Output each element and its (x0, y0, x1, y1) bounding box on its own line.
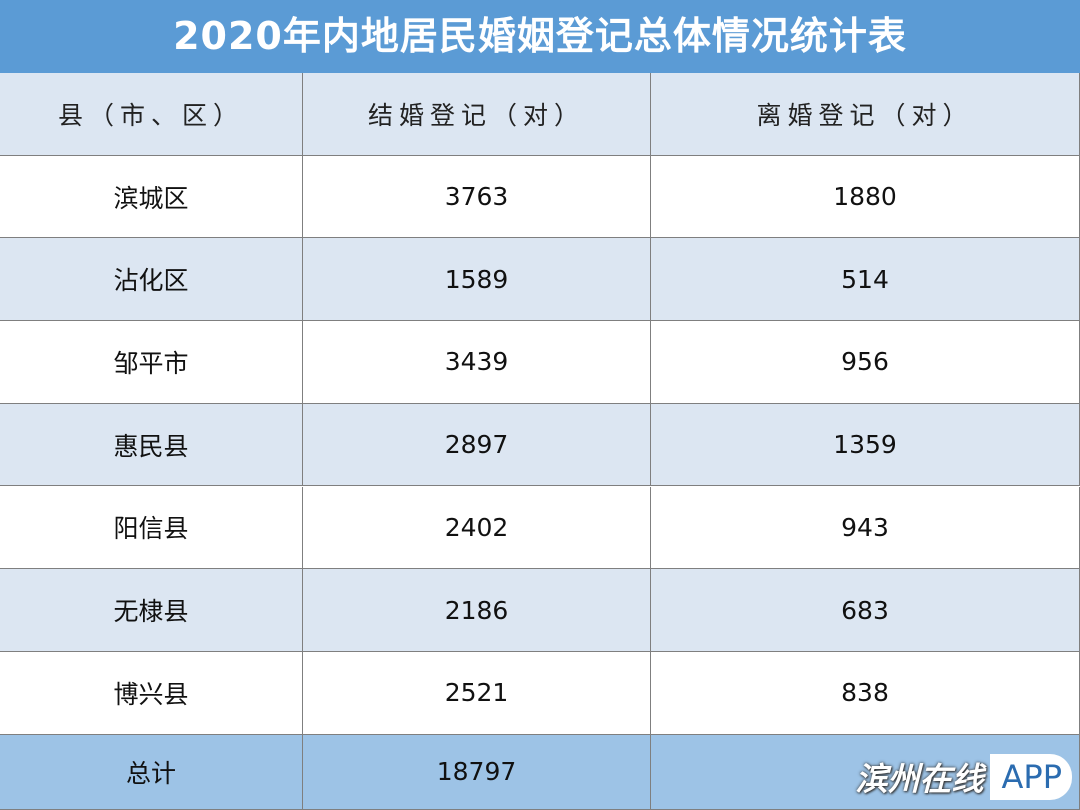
table-cell: 阳信县 (0, 486, 303, 570)
table-cell: 1359 (651, 403, 1080, 487)
table-cell: 956 (651, 321, 1080, 404)
table-cell: 惠民县 (0, 403, 303, 487)
table-title: 2020年内地居民婚姻登记总体情况统计表 (0, 0, 1080, 73)
watermark-suffix: APP (989, 754, 1072, 800)
table-cell: 683 (651, 569, 1080, 652)
table-cell: 2897 (303, 403, 651, 487)
header-cell: 结婚登记（对） (303, 73, 651, 156)
table-cell: 943 (651, 486, 1080, 570)
header-cell: 离婚登记（对） (651, 73, 1080, 156)
table-cell: 2186 (303, 569, 651, 652)
table-cell: 沾化区 (0, 238, 303, 322)
table-cell: 3763 (303, 155, 651, 239)
total-cell: 总计 (0, 734, 303, 810)
watermark-brand: 滨州在线 (855, 760, 984, 798)
table-cell: 2402 (303, 486, 651, 570)
table-cell: 1589 (303, 238, 651, 322)
table-cell: 514 (651, 238, 1080, 322)
table-cell: 博兴县 (0, 651, 303, 735)
table-cell: 1880 (651, 155, 1080, 239)
header-cell: 县（市、区） (0, 73, 303, 156)
total-cell: 18797 (303, 734, 651, 810)
table-cell: 3439 (303, 321, 651, 404)
table-cell: 838 (651, 651, 1080, 735)
table-cell: 2521 (303, 651, 651, 735)
table-cell: 无棣县 (0, 569, 303, 652)
watermark: 滨州在线 APP (855, 754, 1072, 800)
table-cell: 邹平市 (0, 321, 303, 404)
table-cell: 滨城区 (0, 155, 303, 239)
